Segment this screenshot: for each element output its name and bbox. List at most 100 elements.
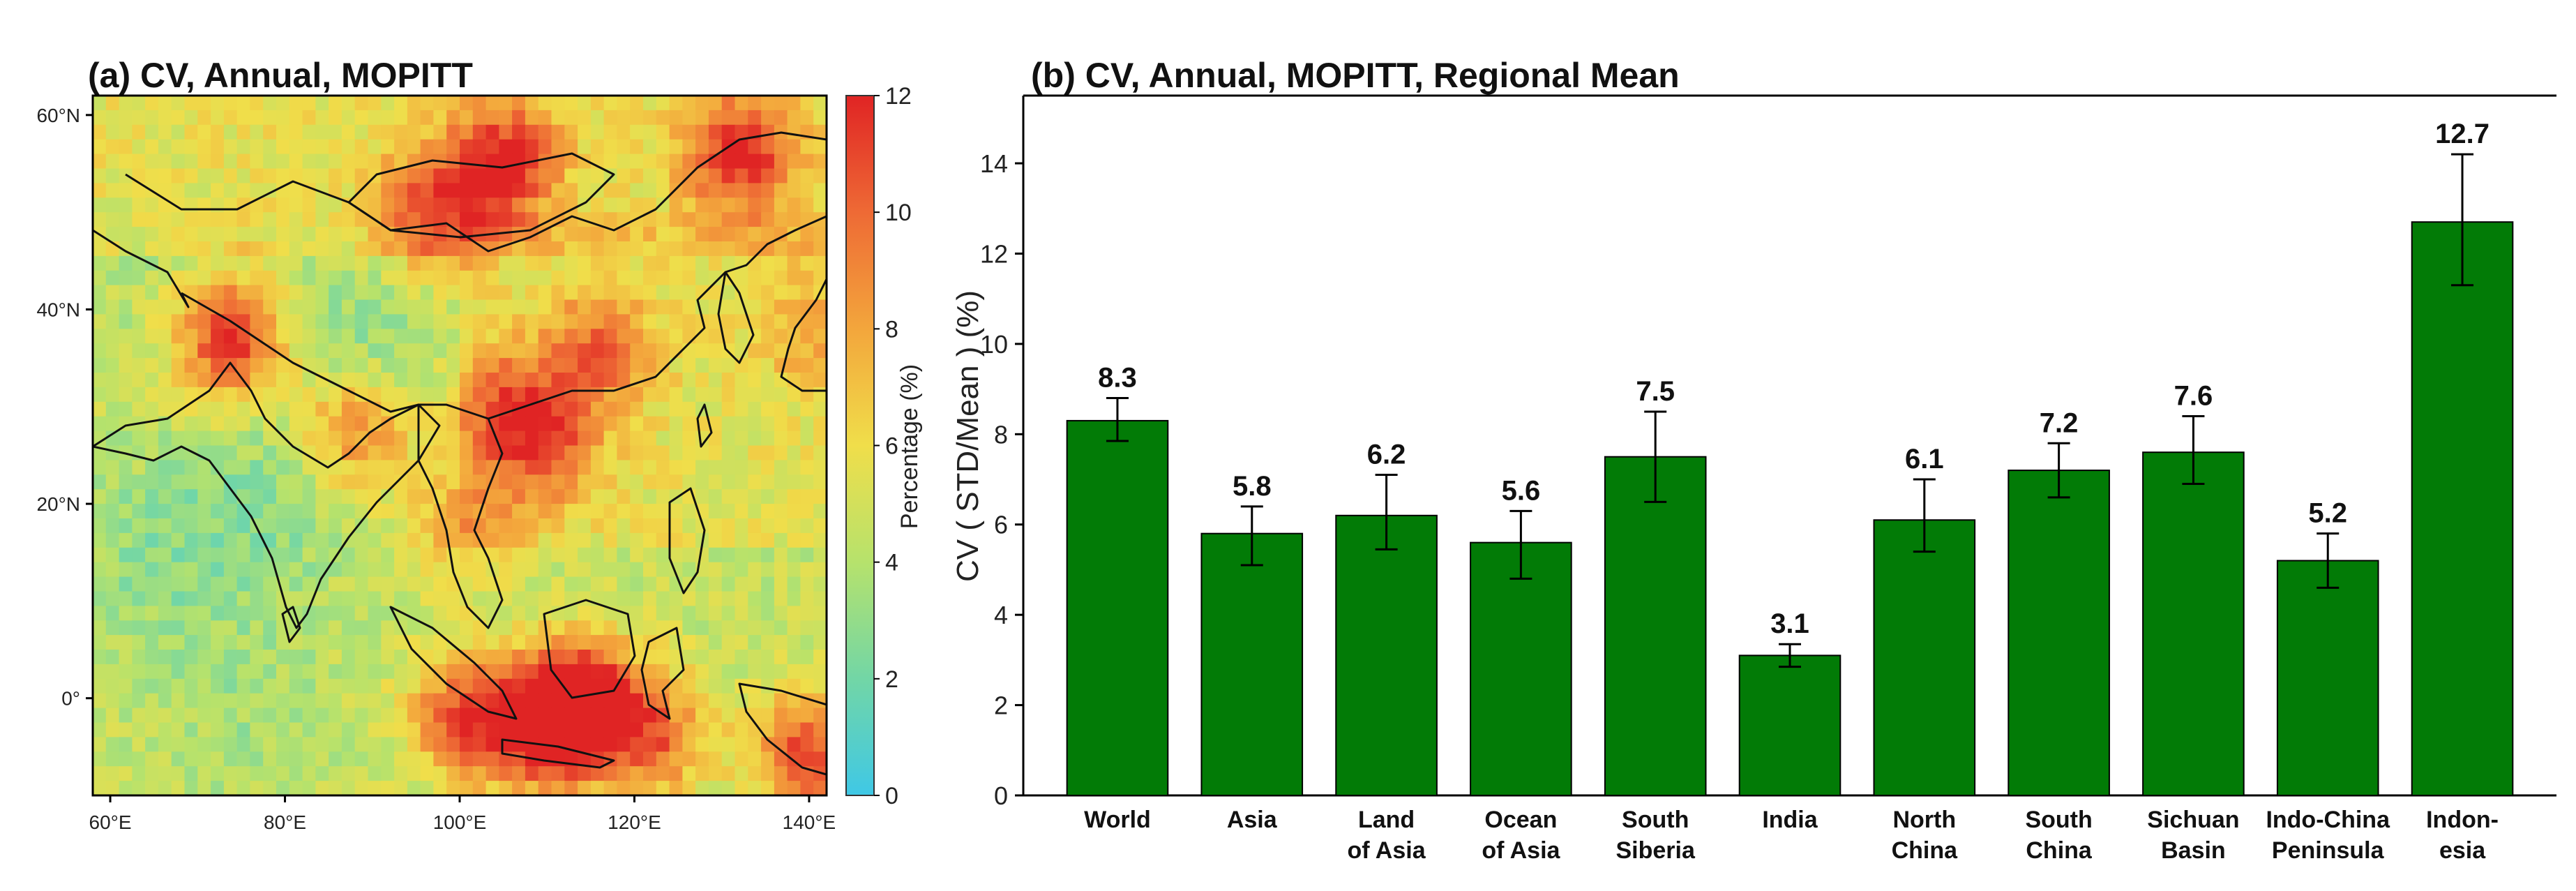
- heatmap-cell: [394, 154, 408, 170]
- heatmap-cell: [512, 168, 526, 184]
- heatmap-cell: [93, 96, 107, 111]
- heatmap-cell: [499, 139, 513, 155]
- heatmap-cell: [682, 591, 696, 606]
- heatmap-cell: [315, 489, 329, 504]
- heatmap-cell: [354, 139, 369, 155]
- heatmap-cell: [407, 562, 421, 578]
- heatmap-cell: [145, 781, 159, 795]
- heatmap-cell: [341, 722, 356, 737]
- heatmap-cell: [171, 707, 186, 724]
- heatmap-cell: [630, 430, 644, 447]
- heatmap-cell: [420, 139, 434, 155]
- heatmap-cell: [774, 139, 788, 155]
- heatmap-cell: [223, 781, 238, 795]
- heatmap-cell: [551, 562, 565, 578]
- heatmap-cell: [813, 197, 827, 213]
- heatmap-cell: [656, 751, 670, 767]
- map-x-tick-label: 140°E: [783, 811, 836, 833]
- heatmap-cell: [302, 285, 316, 301]
- heatmap-cell: [119, 124, 133, 140]
- heatmap-cell: [119, 183, 133, 198]
- heatmap-cell: [787, 766, 801, 781]
- heatmap-cell: [119, 270, 133, 286]
- heatmap-cell: [158, 124, 172, 140]
- heatmap-cell: [564, 227, 578, 242]
- heatmap-cell: [433, 576, 447, 592]
- bar: [2142, 451, 2245, 797]
- bar-y-tick-label: 6: [994, 511, 1008, 539]
- heatmap-cell: [381, 576, 395, 592]
- colorbar-tick-label: 2: [885, 666, 898, 693]
- heatmap-cell: [446, 110, 460, 126]
- heatmap-cell: [525, 547, 539, 563]
- heatmap-cell: [603, 343, 617, 359]
- heatmap-cell: [341, 576, 356, 592]
- heatmap-cell: [276, 489, 290, 504]
- heatmap-cell: [695, 474, 709, 490]
- heatmap-cell: [211, 781, 225, 795]
- heatmap-cell: [813, 168, 827, 184]
- heatmap-cell: [708, 183, 723, 198]
- heatmap-cell: [394, 664, 408, 680]
- heatmap-cell: [171, 358, 186, 373]
- heatmap-cell: [105, 620, 120, 636]
- heatmap-cell: [263, 314, 277, 329]
- heatmap-cell: [525, 387, 539, 403]
- heatmap-cell: [603, 562, 617, 578]
- heatmap-cell: [564, 678, 578, 694]
- heatmap-cell: [499, 474, 513, 490]
- heatmap-cell: [171, 562, 186, 578]
- heatmap-cell: [748, 591, 762, 606]
- heatmap-cell: [695, 285, 709, 301]
- coastlines: [93, 131, 827, 776]
- heatmap-cell: [420, 504, 434, 519]
- heatmap-cell: [590, 547, 605, 563]
- heatmap-cell: [735, 387, 748, 403]
- heatmap-cell: [617, 401, 631, 417]
- heatmap-cell: [578, 591, 592, 606]
- heatmap-cell: [250, 139, 264, 155]
- heatmap-cell: [132, 678, 146, 694]
- heatmap-cell: [603, 547, 617, 563]
- heatmap-cell: [446, 664, 460, 680]
- heatmap-cell: [223, 299, 238, 315]
- heatmap-cell: [236, 650, 250, 665]
- heatmap-cell: [184, 474, 198, 490]
- heatmap-cell: [590, 707, 605, 724]
- heatmap-cell: [682, 693, 696, 709]
- heatmap-cell: [263, 576, 277, 592]
- heatmap-cell: [119, 591, 133, 606]
- heatmap-cell: [669, 299, 683, 315]
- heatmap-cell: [93, 576, 107, 592]
- heatmap-cell: [617, 547, 631, 563]
- heatmap-cell: [329, 591, 342, 606]
- heatmap-cell: [407, 707, 421, 724]
- heatmap-cell: [223, 518, 238, 534]
- heatmap-cell: [721, 445, 736, 461]
- heatmap-cell: [315, 664, 329, 680]
- heatmap-cell: [774, 562, 788, 578]
- heatmap-cell: [250, 387, 264, 403]
- heatmap-cell: [145, 110, 159, 126]
- heatmap-cell: [578, 299, 592, 315]
- heatmap-cell: [472, 562, 487, 578]
- heatmap-cell: [420, 678, 434, 694]
- heatmap-cell: [236, 547, 250, 563]
- heatmap-cell: [250, 591, 264, 606]
- heatmap-cell: [184, 212, 198, 227]
- heatmap-cell: [472, 430, 487, 447]
- heatmap-cell: [735, 401, 748, 417]
- heatmap-cell: [236, 96, 250, 111]
- heatmap-cell: [721, 591, 736, 606]
- heatmap-cell: [381, 96, 395, 111]
- heatmap-cell: [485, 96, 499, 111]
- heatmap-cell: [669, 504, 683, 519]
- heatmap-cell: [656, 781, 670, 795]
- heatmap-cell: [485, 532, 499, 548]
- heatmap-cell: [341, 343, 356, 359]
- heatmap-cell: [800, 343, 814, 359]
- heatmap-cell: [813, 576, 827, 592]
- heatmap-cell: [171, 227, 186, 242]
- heatmap-cell: [132, 504, 146, 519]
- heatmap-cell: [263, 532, 277, 548]
